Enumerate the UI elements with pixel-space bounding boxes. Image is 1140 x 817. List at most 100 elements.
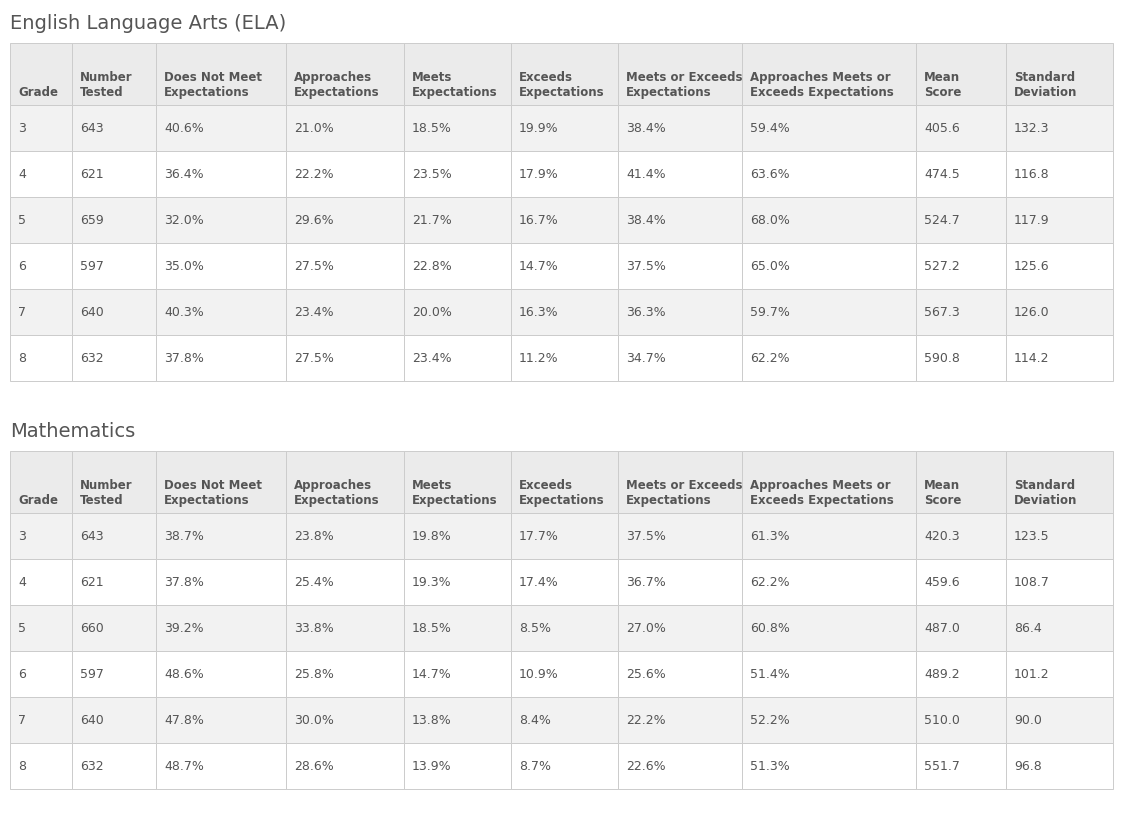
Text: 597: 597 bbox=[80, 260, 104, 273]
Bar bbox=[72, 43, 156, 105]
Bar bbox=[618, 151, 742, 197]
Text: Does Not Meet
Expectations: Does Not Meet Expectations bbox=[164, 71, 262, 99]
Bar bbox=[742, 197, 917, 243]
Text: 32.0%: 32.0% bbox=[164, 213, 204, 226]
Bar bbox=[10, 743, 72, 789]
Bar bbox=[286, 151, 404, 197]
Text: 52.2%: 52.2% bbox=[750, 713, 790, 726]
Bar bbox=[72, 559, 156, 605]
Bar bbox=[742, 743, 917, 789]
Bar bbox=[511, 151, 618, 197]
Bar bbox=[286, 43, 404, 105]
Text: 660: 660 bbox=[80, 622, 104, 635]
Bar bbox=[511, 513, 618, 559]
Bar bbox=[511, 105, 618, 151]
Bar bbox=[404, 697, 511, 743]
Bar bbox=[511, 651, 618, 697]
Text: 28.6%: 28.6% bbox=[294, 760, 334, 773]
Bar bbox=[404, 43, 511, 105]
Bar bbox=[742, 243, 917, 289]
Text: 3: 3 bbox=[18, 529, 26, 542]
Bar bbox=[742, 43, 917, 105]
Bar bbox=[286, 289, 404, 335]
Text: 27.0%: 27.0% bbox=[626, 622, 666, 635]
Text: 567.3: 567.3 bbox=[925, 306, 960, 319]
Bar bbox=[618, 243, 742, 289]
Bar bbox=[72, 451, 156, 513]
Text: Number
Tested: Number Tested bbox=[80, 479, 132, 507]
Text: 524.7: 524.7 bbox=[925, 213, 960, 226]
Text: 51.4%: 51.4% bbox=[750, 667, 790, 681]
Text: 474.5: 474.5 bbox=[925, 167, 960, 181]
Text: 48.6%: 48.6% bbox=[164, 667, 204, 681]
Text: 29.6%: 29.6% bbox=[294, 213, 334, 226]
Text: 51.3%: 51.3% bbox=[750, 760, 790, 773]
Text: 62.2%: 62.2% bbox=[750, 575, 790, 588]
Text: 34.7%: 34.7% bbox=[626, 351, 666, 364]
Text: 59.4%: 59.4% bbox=[750, 122, 790, 135]
Bar bbox=[917, 243, 1005, 289]
Bar bbox=[286, 697, 404, 743]
Bar bbox=[618, 559, 742, 605]
Bar bbox=[511, 243, 618, 289]
Text: 590.8: 590.8 bbox=[925, 351, 960, 364]
Bar bbox=[72, 651, 156, 697]
Text: 3: 3 bbox=[18, 122, 26, 135]
Bar bbox=[156, 697, 286, 743]
Text: 8.7%: 8.7% bbox=[519, 760, 551, 773]
Text: 632: 632 bbox=[80, 351, 104, 364]
Bar bbox=[618, 513, 742, 559]
Bar bbox=[618, 697, 742, 743]
Text: Standard
Deviation: Standard Deviation bbox=[1013, 71, 1077, 99]
Text: 21.0%: 21.0% bbox=[294, 122, 334, 135]
Bar bbox=[404, 651, 511, 697]
Bar bbox=[156, 151, 286, 197]
Text: 10.9%: 10.9% bbox=[519, 667, 559, 681]
Text: 19.8%: 19.8% bbox=[412, 529, 451, 542]
Bar bbox=[10, 451, 72, 513]
Bar bbox=[156, 289, 286, 335]
Bar bbox=[404, 559, 511, 605]
Bar bbox=[404, 743, 511, 789]
Bar bbox=[917, 197, 1005, 243]
Text: 14.7%: 14.7% bbox=[519, 260, 559, 273]
Text: 37.8%: 37.8% bbox=[164, 351, 204, 364]
Bar bbox=[72, 151, 156, 197]
Text: 487.0: 487.0 bbox=[925, 622, 960, 635]
Bar bbox=[618, 105, 742, 151]
Text: 37.5%: 37.5% bbox=[626, 529, 666, 542]
Bar bbox=[10, 289, 72, 335]
Text: 22.2%: 22.2% bbox=[626, 713, 666, 726]
Text: 5: 5 bbox=[18, 622, 26, 635]
Text: 20.0%: 20.0% bbox=[412, 306, 451, 319]
Bar bbox=[10, 559, 72, 605]
Bar bbox=[742, 151, 917, 197]
Bar bbox=[742, 559, 917, 605]
Bar bbox=[156, 605, 286, 651]
Bar bbox=[618, 605, 742, 651]
Text: 551.7: 551.7 bbox=[925, 760, 960, 773]
Text: English Language Arts (ELA): English Language Arts (ELA) bbox=[10, 14, 286, 33]
Bar bbox=[286, 651, 404, 697]
Bar bbox=[286, 335, 404, 381]
Text: Number
Tested: Number Tested bbox=[80, 71, 132, 99]
Bar bbox=[1005, 651, 1113, 697]
Bar bbox=[917, 451, 1005, 513]
Text: Meets or Exceeds
Expectations: Meets or Exceeds Expectations bbox=[626, 71, 742, 99]
Text: 36.3%: 36.3% bbox=[626, 306, 666, 319]
Text: Mean
Score: Mean Score bbox=[925, 479, 961, 507]
Text: 40.6%: 40.6% bbox=[164, 122, 204, 135]
Bar bbox=[286, 559, 404, 605]
Bar bbox=[404, 151, 511, 197]
Bar bbox=[1005, 451, 1113, 513]
Text: 23.4%: 23.4% bbox=[294, 306, 334, 319]
Text: 643: 643 bbox=[80, 122, 104, 135]
Text: 4: 4 bbox=[18, 575, 26, 588]
Text: 632: 632 bbox=[80, 760, 104, 773]
Text: 7: 7 bbox=[18, 713, 26, 726]
Bar bbox=[1005, 559, 1113, 605]
Bar bbox=[1005, 513, 1113, 559]
Text: 8: 8 bbox=[18, 351, 26, 364]
Text: Exceeds
Expectations: Exceeds Expectations bbox=[519, 479, 604, 507]
Bar bbox=[511, 605, 618, 651]
